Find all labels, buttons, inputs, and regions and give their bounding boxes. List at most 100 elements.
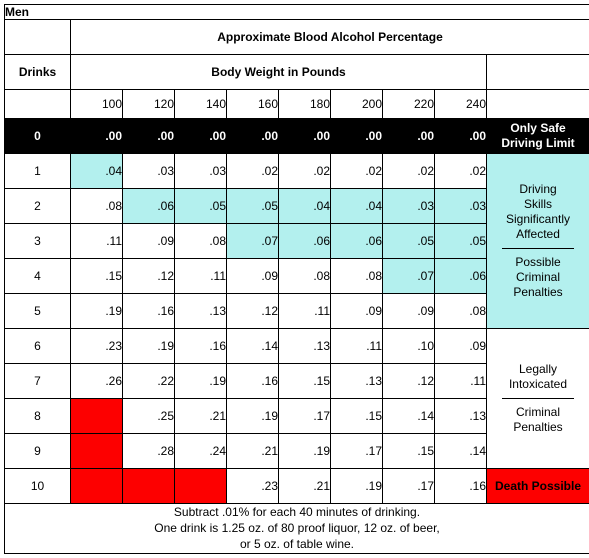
bac-value: .15 [383, 434, 435, 469]
bac-value: .15 [71, 259, 123, 294]
bac-value: .16 [227, 364, 279, 399]
bac-value: .05 [435, 224, 487, 259]
drinks-count: 5 [5, 294, 71, 329]
bac-value: .13 [175, 294, 227, 329]
bac-value: .06 [123, 189, 175, 224]
bac-value: .22 [123, 364, 175, 399]
bac-value: .19 [331, 469, 383, 504]
bac-value: .21 [175, 399, 227, 434]
weight-header-100: 100 [71, 90, 123, 119]
bac-value: .24 [175, 434, 227, 469]
drinks-count: 9 [5, 434, 71, 469]
bac-value: .08 [175, 224, 227, 259]
bac-value: .04 [71, 154, 123, 189]
bac-value: .03 [435, 189, 487, 224]
bac-value: .11 [435, 364, 487, 399]
bac-value: .00 [383, 119, 435, 154]
bac-value: .02 [331, 154, 383, 189]
weight-header-160: 160 [227, 90, 279, 119]
bac-value: .13 [279, 329, 331, 364]
bac-value: .11 [279, 294, 331, 329]
bac-value: .14 [435, 434, 487, 469]
bac-value: .09 [123, 224, 175, 259]
bac-value: .00 [279, 119, 331, 154]
bac-value: .08 [279, 259, 331, 294]
bac-value: .17 [279, 399, 331, 434]
bac-value: .00 [227, 119, 279, 154]
weight-header-240: 240 [435, 90, 487, 119]
data-row-10: 10.38.31.27.23.21.19.17.16Death Possible [5, 469, 589, 504]
bac-value: .16 [435, 469, 487, 504]
data-row-0: 0.00.00.00.00.00.00.00.00Only SafeDrivin… [5, 119, 589, 154]
weights-column-header: Body Weight in Pounds [71, 55, 487, 90]
drinks-count: 7 [5, 364, 71, 399]
bac-value: .16 [175, 329, 227, 364]
bac-value: .15 [279, 364, 331, 399]
bac-value: .30 [71, 399, 123, 434]
bac-value: .16 [123, 294, 175, 329]
bac-value: .38 [71, 469, 123, 504]
bac-value: .17 [383, 469, 435, 504]
drinks-count: 0 [5, 119, 71, 154]
bac-value: .23 [227, 469, 279, 504]
blank-category-header [487, 55, 589, 90]
bac-value: .02 [383, 154, 435, 189]
category-intoxicated: LegallyIntoxicatedCriminalPenalties [487, 329, 589, 469]
bac-value: .11 [175, 259, 227, 294]
bac-value: .14 [383, 399, 435, 434]
blank-under-category [487, 90, 589, 119]
bac-value: .02 [435, 154, 487, 189]
bac-value: .12 [123, 259, 175, 294]
weight-header-200: 200 [331, 90, 383, 119]
drinks-count: 4 [5, 259, 71, 294]
bac-value: .12 [383, 364, 435, 399]
bac-value: .19 [123, 329, 175, 364]
drinks-count: 10 [5, 469, 71, 504]
bac-value: .14 [227, 329, 279, 364]
bac-value: .03 [123, 154, 175, 189]
bac-value: .00 [331, 119, 383, 154]
bac-value: .00 [71, 119, 123, 154]
bac-value: .23 [71, 329, 123, 364]
bac-value: .21 [227, 434, 279, 469]
data-row-6: 6.23.19.16.14.13.11.10.09LegallyIntoxica… [5, 329, 589, 364]
bac-value: .08 [71, 189, 123, 224]
footer-note: Subtract .01% for each 40 minutes of dri… [5, 504, 589, 554]
bac-value: .27 [175, 469, 227, 504]
bac-value: .09 [227, 259, 279, 294]
drinks-count: 6 [5, 329, 71, 364]
bac-value: .00 [175, 119, 227, 154]
blank-under-drinks [5, 90, 71, 119]
category-death: Death Possible [487, 469, 589, 504]
bac-chart-table: Men Approximate Blood Alcohol Percentage… [4, 4, 589, 554]
bac-value: .13 [435, 399, 487, 434]
bac-value: .09 [435, 329, 487, 364]
weight-header-120: 120 [123, 90, 175, 119]
bac-value: .06 [331, 224, 383, 259]
bac-value: .19 [279, 434, 331, 469]
bac-value: .15 [331, 399, 383, 434]
bac-value: .02 [279, 154, 331, 189]
bac-value: .07 [383, 259, 435, 294]
bac-value: .04 [331, 189, 383, 224]
bac-value: .03 [383, 189, 435, 224]
chart-title: Men [5, 5, 589, 20]
bac-value: .00 [435, 119, 487, 154]
bac-value: .26 [71, 364, 123, 399]
bac-value: .09 [383, 294, 435, 329]
weight-header-180: 180 [279, 90, 331, 119]
bac-value: .05 [175, 189, 227, 224]
bac-value: .05 [227, 189, 279, 224]
header-main: Approximate Blood Alcohol Percentage [71, 20, 589, 55]
bac-value: .11 [71, 224, 123, 259]
bac-value: .21 [279, 469, 331, 504]
bac-value: .28 [123, 434, 175, 469]
bac-value: .19 [227, 399, 279, 434]
drinks-column-header: Drinks [5, 55, 71, 90]
bac-value: .25 [123, 399, 175, 434]
weight-header-220: 220 [383, 90, 435, 119]
bac-value: .34 [71, 434, 123, 469]
bac-value: .13 [331, 364, 383, 399]
category-safe: Only SafeDriving Limit [487, 119, 589, 154]
bac-value: .05 [383, 224, 435, 259]
